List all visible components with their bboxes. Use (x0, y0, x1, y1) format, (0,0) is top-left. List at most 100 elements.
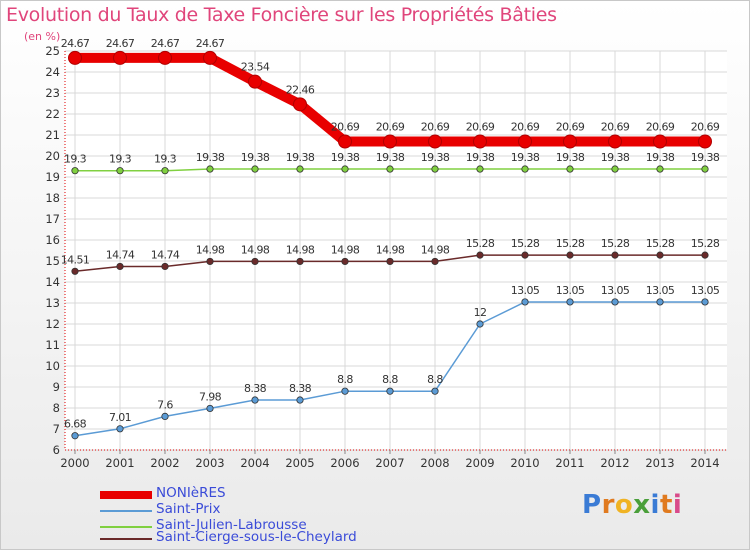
data-label: 13.05 (511, 284, 540, 297)
data-label: 14.98 (331, 243, 360, 256)
data-label: 8.38 (244, 382, 267, 395)
data-point (251, 396, 259, 404)
data-label: 15.28 (691, 237, 720, 250)
x-tick-label: 2006 (330, 456, 359, 470)
data-label: 19.38 (241, 151, 270, 164)
data-label: 15.28 (556, 237, 585, 250)
data-label: 14.98 (241, 243, 270, 256)
data-label: 19.38 (466, 151, 495, 164)
x-tick-label: 2014 (690, 456, 719, 470)
data-label: 23.54 (241, 61, 270, 74)
data-point (203, 50, 217, 65)
x-tick-label: 2000 (60, 456, 89, 470)
data-point (251, 165, 259, 173)
data-point (116, 425, 124, 433)
data-point (701, 251, 709, 259)
y-tick-label: 24 (45, 65, 60, 79)
plot-area (65, 51, 727, 450)
data-label: 14.98 (286, 243, 315, 256)
data-label: 15.28 (601, 237, 630, 250)
data-label: 8.38 (289, 382, 312, 395)
y-tick-label: 13 (45, 296, 60, 310)
data-label: 24.67 (106, 37, 135, 50)
data-label: 20.69 (466, 121, 495, 134)
y-tick-label: 15 (45, 254, 60, 268)
data-point (428, 134, 442, 149)
data-label: 19.38 (511, 151, 540, 164)
y-tick-label: 6 (53, 443, 60, 457)
x-tick-label: 2011 (555, 456, 584, 470)
data-label: 7.98 (199, 390, 222, 403)
logo-letter: o (614, 490, 634, 520)
y-tick-label: 23 (45, 86, 60, 100)
data-point (566, 251, 574, 259)
data-label: 20.69 (511, 121, 540, 134)
data-point (476, 165, 484, 173)
y-tick-label: 25 (45, 44, 60, 58)
data-point (341, 387, 349, 395)
data-point (521, 298, 529, 306)
data-label: 8.8 (337, 373, 353, 386)
y-tick-label: 12 (45, 317, 60, 331)
logo-letter: t (659, 490, 673, 520)
legend-label: NONIèRES (156, 485, 226, 501)
data-label: 20.69 (421, 121, 450, 134)
data-point (521, 251, 529, 259)
data-label: 20.69 (646, 121, 675, 134)
data-point (68, 50, 82, 65)
data-label: 6.68 (64, 418, 87, 431)
data-label: 15.28 (646, 237, 675, 250)
data-label: 24.67 (61, 37, 90, 50)
data-point (341, 165, 349, 173)
y-tick-label: 19 (45, 170, 60, 184)
data-label: 7.6 (157, 398, 173, 411)
data-label: 7.01 (109, 411, 131, 424)
data-point (431, 257, 439, 266)
data-point (251, 257, 259, 266)
data-label: 13.05 (556, 284, 585, 297)
data-label: 20.69 (556, 121, 585, 134)
data-point (161, 412, 169, 420)
x-tick-label: 2008 (420, 456, 449, 470)
data-label: 13.05 (646, 284, 675, 297)
data-point (611, 251, 619, 259)
data-label: 8.8 (427, 373, 443, 386)
x-tick-label: 2012 (600, 456, 629, 470)
data-label: 19.3 (64, 153, 87, 166)
series-2: 19.3 19.3 19.3 19.38 19.38 19.38 19.38 19.38 19.… (64, 151, 720, 175)
data-label: 20.69 (331, 121, 360, 134)
x-tick-label: 2002 (150, 456, 179, 470)
x-tick-label: 2003 (195, 456, 224, 470)
data-point (116, 167, 124, 175)
data-point (206, 165, 214, 173)
data-point (386, 165, 394, 173)
x-tick-label: 2009 (465, 456, 494, 470)
data-label: 22.46 (286, 83, 315, 96)
x-tick-label: 2010 (510, 456, 539, 470)
data-label: 14.51 (61, 253, 90, 266)
x-tick-label: 2001 (105, 456, 134, 470)
data-point (431, 387, 439, 395)
data-label: 19.38 (286, 151, 315, 164)
data-point (341, 257, 349, 266)
logo-letter: x (633, 490, 651, 520)
data-label: 8.8 (382, 373, 398, 386)
legend-label: Saint-Prix (156, 501, 221, 517)
data-label: 14.98 (376, 243, 405, 256)
data-label: 12 (474, 306, 487, 319)
series-0: 24.67 24.67 24.67 24.67 23.54 22.46 20.69 20.69… (61, 37, 720, 149)
y-tick-label: 17 (45, 212, 60, 226)
legend-swatch (100, 510, 152, 512)
data-point (563, 134, 577, 149)
data-point (293, 97, 307, 112)
data-point (161, 262, 169, 271)
series-3: 14.51 14.74 14.74 14.98 14.98 14.98 14.98 14.98… (61, 237, 720, 275)
data-label: 13.05 (601, 284, 630, 297)
data-point (71, 267, 79, 275)
legend-swatch (100, 491, 152, 499)
data-point (473, 134, 487, 149)
data-label: 24.67 (151, 37, 180, 50)
data-point (386, 387, 394, 395)
data-point (653, 134, 667, 149)
data-label: 14.98 (196, 243, 225, 256)
